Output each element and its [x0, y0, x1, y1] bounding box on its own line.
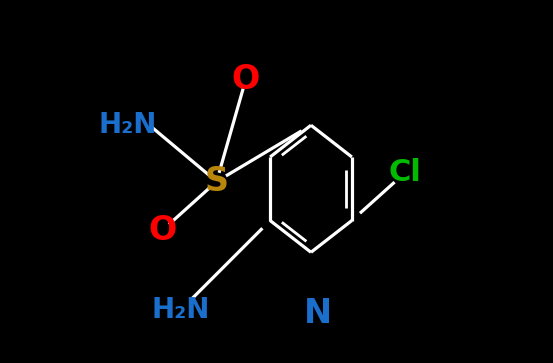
Text: O: O: [232, 64, 260, 96]
Text: O: O: [148, 214, 176, 247]
Text: Cl: Cl: [389, 158, 422, 187]
Text: H₂N: H₂N: [98, 111, 157, 139]
Text: H₂N: H₂N: [151, 296, 210, 325]
Text: S: S: [205, 165, 228, 198]
Text: N: N: [304, 298, 332, 330]
